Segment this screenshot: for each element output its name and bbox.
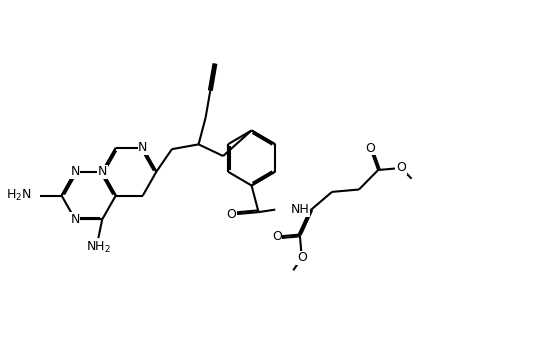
Text: H$_2$N: H$_2$N [6,188,32,203]
Text: N: N [70,165,80,178]
Text: O: O [227,208,236,221]
Text: N: N [98,165,107,178]
Text: N: N [70,213,80,226]
Text: O: O [396,161,406,175]
Text: O: O [365,141,375,155]
Text: NH$_2$: NH$_2$ [86,240,111,256]
Text: O: O [272,230,282,243]
Text: NH: NH [291,203,310,216]
Text: O: O [297,252,307,264]
Text: N: N [138,141,147,154]
